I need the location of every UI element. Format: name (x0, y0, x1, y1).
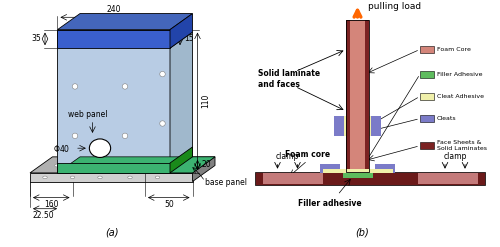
Text: Face Sheets &
Solid Laminates: Face Sheets & Solid Laminates (437, 140, 487, 151)
Ellipse shape (128, 176, 132, 179)
Bar (346, 20, 350, 172)
Polygon shape (58, 157, 215, 173)
Ellipse shape (160, 71, 165, 77)
Text: Foam core: Foam core (285, 150, 330, 159)
Ellipse shape (137, 164, 143, 167)
Text: (b): (b) (356, 227, 370, 237)
Ellipse shape (122, 133, 128, 139)
Ellipse shape (155, 176, 160, 179)
Bar (350, 20, 365, 172)
Text: Solid laminate
and faces: Solid laminate and faces (258, 69, 320, 89)
Bar (420, 71, 434, 78)
Ellipse shape (110, 164, 115, 167)
Text: 20: 20 (202, 160, 211, 169)
Bar (420, 115, 434, 122)
Ellipse shape (90, 139, 110, 158)
Ellipse shape (72, 133, 78, 139)
Bar (375, 164, 395, 173)
Bar (418, 173, 478, 184)
Bar (262, 173, 322, 184)
Text: 15: 15 (184, 34, 194, 43)
Bar (371, 116, 382, 136)
Ellipse shape (82, 164, 88, 167)
Polygon shape (30, 173, 192, 182)
Text: clamp: clamp (276, 152, 299, 161)
Bar (320, 164, 340, 173)
Bar (420, 93, 434, 100)
Text: 110: 110 (202, 94, 210, 108)
Text: base panel: base panel (205, 178, 247, 187)
Bar (365, 20, 369, 172)
Text: Filler adhesive: Filler adhesive (298, 199, 362, 208)
Text: 240: 240 (106, 5, 121, 14)
Text: clamp: clamp (444, 152, 466, 161)
Bar (346, 20, 369, 172)
Polygon shape (58, 30, 170, 173)
Text: Cleat Adhesive: Cleat Adhesive (437, 94, 484, 99)
Ellipse shape (43, 176, 47, 179)
Text: 106.5: 106.5 (142, 34, 163, 43)
Ellipse shape (122, 84, 128, 89)
Text: 160: 160 (44, 200, 59, 209)
Ellipse shape (70, 176, 75, 179)
Text: 35: 35 (32, 34, 41, 43)
Text: Cleats: Cleats (437, 116, 456, 121)
Polygon shape (170, 14, 192, 48)
Polygon shape (170, 32, 192, 173)
Polygon shape (58, 14, 192, 30)
Polygon shape (58, 163, 170, 173)
Bar (342, 173, 372, 178)
Bar (334, 116, 344, 136)
Bar (322, 169, 392, 173)
Polygon shape (30, 157, 215, 173)
Text: (a): (a) (106, 227, 120, 237)
Text: Foam Core: Foam Core (437, 47, 470, 52)
Ellipse shape (160, 121, 165, 126)
Ellipse shape (92, 148, 98, 153)
Bar (369, 116, 371, 136)
Bar (420, 46, 434, 53)
Text: 22.50: 22.50 (33, 211, 54, 220)
Text: web panel: web panel (68, 110, 107, 119)
Ellipse shape (162, 164, 168, 167)
Bar (255, 172, 485, 185)
Ellipse shape (54, 164, 60, 167)
Text: pulling load: pulling load (368, 2, 420, 11)
Bar (420, 142, 434, 149)
Text: Filler Adhesive: Filler Adhesive (437, 72, 482, 77)
Ellipse shape (98, 176, 102, 179)
Polygon shape (58, 30, 170, 48)
Polygon shape (170, 147, 192, 173)
Text: 50: 50 (164, 200, 173, 209)
Polygon shape (192, 157, 215, 182)
Bar (344, 116, 346, 136)
Text: $\Phi$40: $\Phi$40 (53, 143, 70, 154)
Ellipse shape (72, 84, 78, 89)
